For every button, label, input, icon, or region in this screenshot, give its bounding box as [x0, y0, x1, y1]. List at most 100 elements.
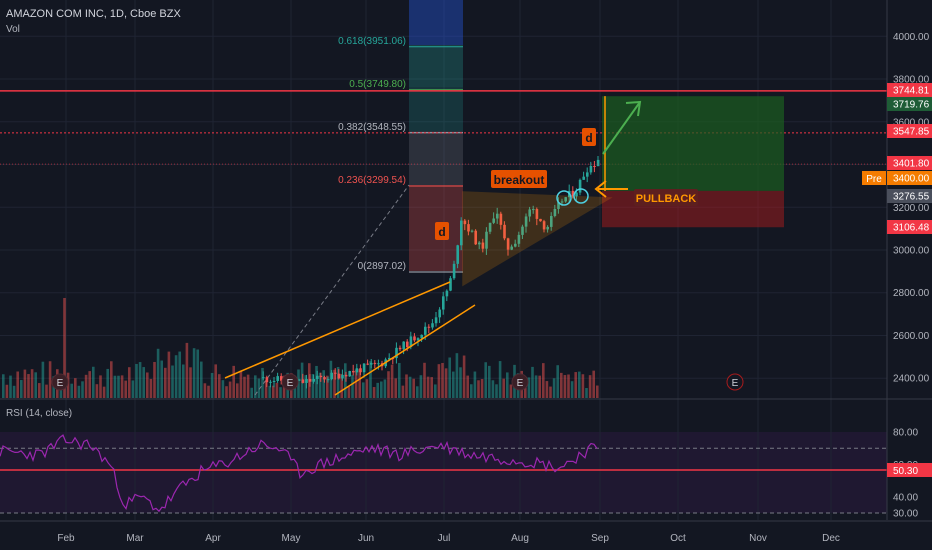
time-axis[interactable]: Feb Mar Apr May Jun Jul Aug Sep Oct Nov Dec	[0, 520, 932, 544]
volume-bar	[372, 387, 376, 398]
price-tag-bg[interactable]	[887, 171, 932, 185]
candle-body	[470, 230, 474, 232]
volume-bar	[452, 371, 455, 398]
earnings-marker[interactable]	[511, 373, 529, 391]
pullback-arrowhead	[594, 180, 607, 198]
candle-body	[467, 224, 470, 232]
volume-bar	[275, 382, 279, 398]
rsi-pane[interactable]	[0, 434, 887, 514]
volume-bar	[434, 384, 437, 398]
volume-bar	[488, 365, 491, 398]
candle-body	[492, 218, 495, 223]
price-tag-bg[interactable]	[887, 124, 932, 138]
volume-bar	[279, 387, 282, 398]
candle-body	[521, 226, 524, 235]
volume-bar	[131, 380, 135, 398]
volume-bar	[534, 375, 538, 398]
price-tag: 3547.85	[893, 127, 930, 138]
wedge-upper-line[interactable]	[224, 281, 451, 379]
volume-bar	[59, 383, 63, 398]
price-tag-bg[interactable]	[887, 189, 932, 203]
volume-bar	[164, 367, 167, 398]
price-tick-label: 2600.00	[893, 331, 930, 342]
candle-body	[550, 216, 553, 227]
volume-bar	[322, 370, 325, 398]
rsi-line[interactable]	[0, 434, 598, 513]
volume-bar	[527, 377, 531, 398]
volume-bar	[556, 365, 559, 398]
volume-bar	[48, 361, 52, 398]
candle-body	[330, 372, 333, 380]
time-tick-label[interactable]: Sep	[591, 533, 609, 544]
volume-bar	[95, 384, 99, 398]
price-tag-bg[interactable]	[887, 156, 932, 170]
candle-body	[481, 242, 485, 249]
drawings[interactable]: breakout PULLBACK d d E E E E	[0, 90, 887, 396]
time-tick-label[interactable]: Dec	[822, 533, 840, 544]
volume-bar	[178, 351, 181, 398]
price-tag-bg[interactable]	[887, 220, 932, 234]
volume-bar	[117, 375, 120, 398]
volume-bar	[228, 381, 232, 398]
candle-body	[474, 230, 477, 245]
candle-body	[438, 309, 441, 318]
price-axis[interactable]: 4000.00 3800.00 3600.00 3400.00 3200.00 3000.…	[862, 0, 932, 520]
volume-bar	[351, 374, 354, 398]
candle-body	[449, 278, 452, 291]
pre-label-bg	[862, 171, 886, 185]
candle-body	[348, 371, 351, 377]
volume-bar	[200, 361, 203, 398]
volume-bar	[423, 362, 426, 398]
volume-bar	[243, 376, 246, 398]
volume-bar	[63, 298, 66, 398]
breakout-label-bg	[491, 170, 547, 188]
candle-body	[539, 218, 542, 222]
fib-level-label: 0.618(3951.06)	[338, 36, 406, 47]
earnings-marker[interactable]	[726, 373, 744, 391]
price-tick-label: 2400.00	[893, 374, 930, 385]
volume-bar	[81, 381, 84, 398]
time-tick-label[interactable]: Nov	[749, 533, 767, 544]
fib-zone-500	[409, 87, 463, 131]
volume-bar	[315, 365, 318, 398]
time-tick-label[interactable]: Oct	[670, 533, 686, 544]
volume-bar	[311, 374, 315, 398]
candle-body	[564, 197, 567, 202]
target-zone[interactable]	[602, 96, 784, 191]
volume-bar	[545, 381, 549, 398]
candle-body	[445, 290, 449, 297]
volume-bar	[347, 386, 351, 398]
volume-bar	[570, 381, 574, 398]
volume-bar	[441, 362, 444, 398]
volume-bar	[297, 369, 300, 398]
time-tick-label[interactable]: Feb	[57, 533, 75, 544]
volume-bar	[9, 375, 12, 398]
time-tick-label[interactable]: Jul	[438, 533, 451, 544]
earnings-marker[interactable]	[281, 373, 299, 391]
volume-bar	[264, 380, 268, 398]
candle-body	[326, 379, 330, 381]
symbol-title: AMAZON COM INC, 1D, Cboe BZX	[6, 8, 181, 20]
volume-bar	[27, 374, 30, 398]
triangle-pattern[interactable]	[462, 191, 613, 287]
candle-body	[370, 362, 373, 365]
time-tick-label[interactable]: Jun	[358, 533, 374, 544]
volume-bar	[207, 385, 210, 398]
price-tick-label: 3000.00	[893, 246, 930, 257]
time-tick-label[interactable]: Mar	[126, 533, 144, 544]
time-tick-label[interactable]: Aug	[511, 533, 529, 544]
price-tag-bg[interactable]	[887, 83, 932, 97]
volume-bar	[362, 382, 365, 398]
fib-retracement[interactable]: 0.618(3951.06) 0.5(3749.80) 0.382(3548.55)…	[254, 0, 463, 396]
price-tag-bg[interactable]	[887, 97, 932, 111]
candle-body	[524, 216, 528, 227]
volume-bar	[218, 374, 221, 398]
volume-bar	[455, 353, 459, 398]
wedge-lower-line[interactable]	[334, 304, 476, 396]
time-tick-label[interactable]: May	[282, 533, 301, 544]
earnings-marker[interactable]	[51, 373, 69, 391]
volume-bar	[470, 384, 473, 398]
time-tick-label[interactable]: Apr	[205, 533, 221, 544]
